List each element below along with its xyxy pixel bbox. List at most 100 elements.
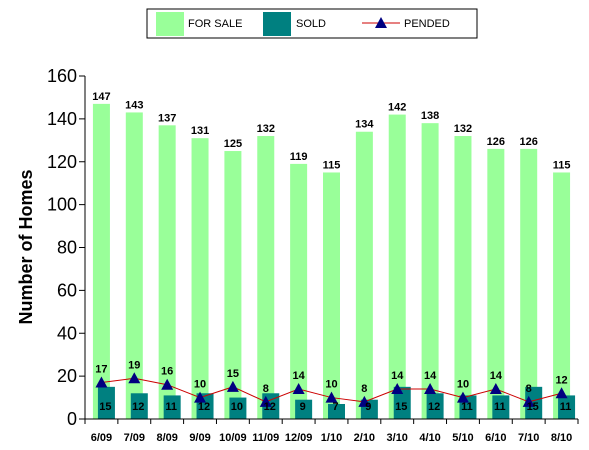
for-sale-bar: [290, 163, 308, 419]
pended-value-label: 8: [526, 383, 532, 395]
legend-box: [146, 8, 478, 39]
for-sale-value-label: 138: [421, 110, 439, 122]
for-sale-value-label: 134: [355, 119, 374, 131]
legend-label-pended: PENDED: [404, 18, 450, 30]
pended-value-label: 14: [391, 370, 404, 382]
x-category-label: 11/09: [252, 432, 279, 444]
for-sale-bar: [125, 112, 143, 419]
for-sale-bar: [355, 131, 373, 420]
pended-value-label: 12: [555, 374, 567, 386]
sold-value-label: 15: [527, 401, 539, 413]
for-sale-value-label: 126: [487, 136, 505, 148]
sold-value-label: 12: [132, 401, 144, 413]
legend-label-sold: SOLD: [296, 18, 326, 30]
pended-marker: [555, 387, 568, 399]
sold-bar: [229, 397, 247, 419]
pended-marker: [292, 382, 305, 394]
for-sale-bar: [92, 103, 110, 420]
for-sale-value-label: 119: [290, 151, 308, 163]
for-sale-bar: [158, 125, 176, 420]
pended-value-label: 14: [293, 370, 306, 382]
sold-bar: [295, 399, 313, 419]
legend-swatch-sold: [263, 12, 291, 36]
sold-bar: [492, 395, 510, 419]
y-tick-label: 120: [47, 152, 77, 172]
x-category-label: 6/10: [485, 432, 506, 444]
sold-value-label: 9: [300, 401, 306, 413]
y-tick-label: 60: [57, 280, 77, 300]
x-category-label: 8/09: [156, 432, 177, 444]
y-tick-label: 80: [57, 238, 77, 258]
pended-marker: [128, 372, 141, 384]
legend-label-for-sale: FOR SALE: [188, 18, 242, 30]
for-sale-value-label: 125: [224, 138, 242, 150]
y-tick-label: 20: [57, 366, 77, 386]
legend-swatch-for-sale: [156, 12, 184, 36]
sold-value-label: 11: [461, 401, 473, 413]
legend-swatch-pended-marker: [375, 17, 387, 28]
x-category-label: 1/10: [321, 432, 342, 444]
y-axis-title: Number of Homes: [16, 169, 36, 324]
plot-area: 0204060801001201401601471431371311251321…: [47, 66, 579, 444]
pended-marker: [424, 382, 437, 394]
for-sale-bar: [454, 136, 472, 419]
sold-value-label: 15: [395, 401, 407, 413]
pended-value-label: 14: [424, 370, 437, 382]
x-category-label: 10/09: [219, 432, 247, 444]
for-sale-bar: [323, 172, 340, 419]
sold-bar: [328, 403, 345, 419]
legend: FOR SALE SOLD PENDED: [146, 8, 478, 39]
for-sale-value-label: 115: [553, 159, 571, 171]
x-category-label: 5/10: [452, 432, 473, 444]
pended-marker: [259, 395, 272, 407]
for-sale-value-label: 131: [191, 125, 209, 137]
for-sale-value-label: 137: [158, 112, 176, 124]
sold-value-label: 10: [231, 401, 243, 413]
for-sale-value-label: 132: [454, 123, 472, 135]
y-tick-label: 0: [67, 409, 77, 429]
pended-marker: [161, 378, 174, 390]
pended-value-label: 15: [227, 368, 239, 380]
pended-value-label: 10: [325, 379, 337, 391]
for-sale-bar: [520, 148, 538, 419]
pended-value-label: 19: [128, 359, 140, 371]
sold-value-label: 12: [198, 401, 210, 413]
sold-bar: [163, 395, 181, 419]
sold-value-label: 9: [365, 401, 371, 413]
pended-value-label: 16: [161, 366, 173, 378]
y-tick-label: 100: [47, 195, 77, 215]
for-sale-value-label: 143: [125, 99, 143, 111]
y-tick-label: 40: [57, 323, 77, 343]
pended-value-label: 10: [457, 379, 469, 391]
for-sale-bar: [553, 172, 571, 419]
x-category-label: 7/10: [518, 432, 539, 444]
for-sale-value-label: 147: [92, 91, 110, 103]
pended-marker: [226, 380, 239, 392]
for-sale-bar: [421, 123, 439, 419]
pended-marker: [95, 376, 108, 388]
x-category-label: 12/09: [285, 432, 313, 444]
pended-value-label: 10: [194, 379, 206, 391]
sold-value-label: 12: [428, 401, 440, 413]
x-category-label: 8/10: [551, 432, 572, 444]
for-sale-value-label: 142: [388, 102, 406, 114]
pended-marker: [489, 382, 502, 394]
for-sale-bar: [388, 114, 406, 420]
sold-bar: [97, 386, 115, 419]
pended-marker: [325, 391, 338, 403]
pended-marker: [391, 382, 404, 394]
sold-value-label: 11: [494, 401, 506, 413]
sold-value-label: 12: [264, 401, 276, 413]
sold-value-label: 11: [560, 401, 572, 413]
x-category-label: 7/09: [124, 432, 145, 444]
x-category-label: 6/09: [91, 432, 112, 444]
x-category-label: 2/10: [354, 432, 375, 444]
for-sale-value-label: 126: [520, 136, 538, 148]
sold-bar: [525, 386, 543, 419]
pended-marker: [456, 391, 469, 403]
pended-value-label: 14: [490, 370, 503, 382]
pended-marker: [522, 395, 535, 407]
sold-bar: [393, 386, 411, 419]
for-sale-value-label: 115: [323, 159, 341, 171]
